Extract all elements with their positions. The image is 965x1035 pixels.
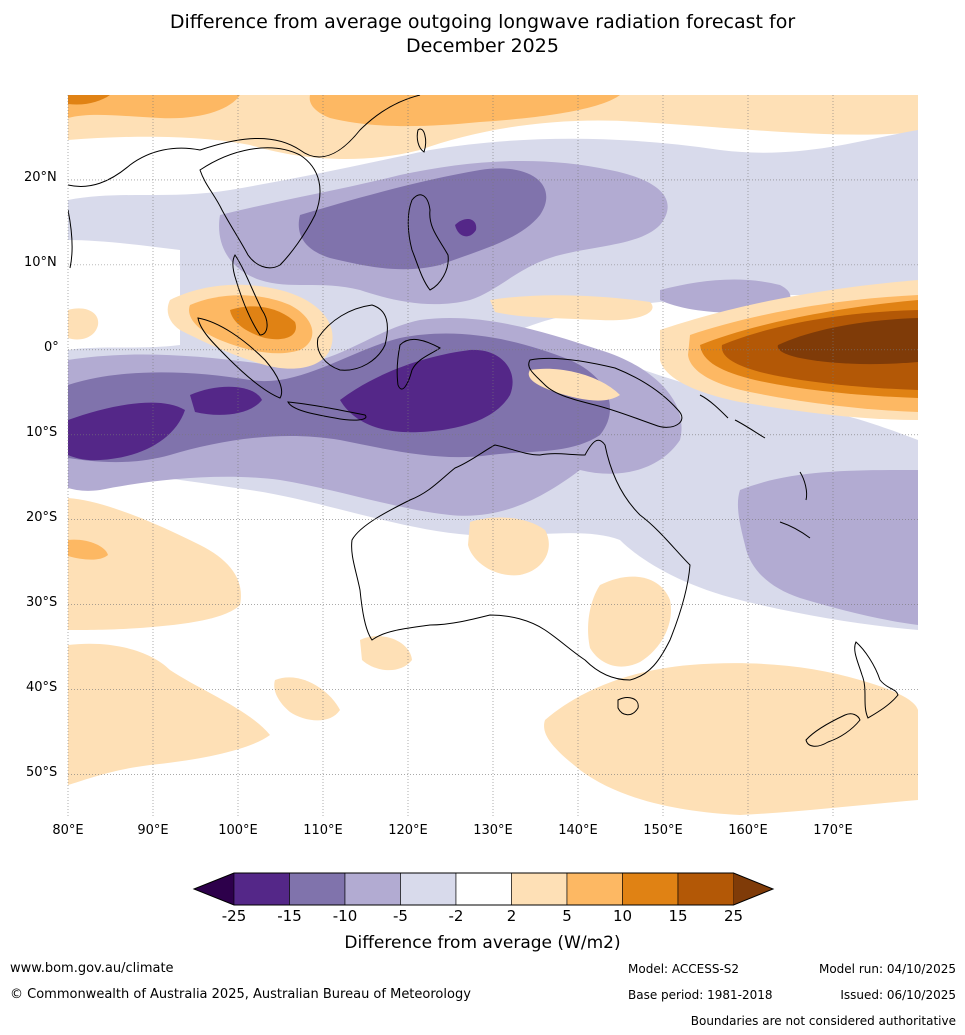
- lon-label-130e: 130°E: [473, 823, 513, 838]
- colorbar-extend-min: [194, 873, 234, 905]
- colorbar-tick: -25: [221, 907, 247, 925]
- lat-label-0: 0°: [44, 340, 59, 355]
- colorbar-tick: -2: [448, 907, 464, 925]
- borneo-coastline: [316, 304, 388, 371]
- colorbar-bin-9: [677, 872, 734, 906]
- chart-title-line2: December 2025: [406, 35, 559, 57]
- anomaly-region-australia-positive: [588, 576, 671, 667]
- anomaly-region-sumatra-positive-strong: [230, 306, 296, 340]
- anomaly-region-small-positive: [490, 295, 653, 321]
- anomaly-region-north-positive-strong: [309, 95, 620, 127]
- lon-label-120e: 120°E: [388, 823, 428, 838]
- sumatra-coastline: [197, 317, 283, 399]
- anomaly-region-pacific-positive-max: [777, 318, 918, 365]
- lat-label-20s: 20°S: [26, 510, 58, 525]
- vanuatu-coastline: [799, 471, 808, 501]
- anomaly-region-small-positive: [528, 368, 620, 401]
- colorbar-tick: -10: [332, 907, 358, 925]
- colorbar-title: Difference from average (W/m2): [344, 933, 621, 953]
- new-caledonia-coastline: [779, 521, 811, 539]
- colorbar-bin-5: [455, 872, 512, 906]
- model-run-date: Model run: 04/10/2025: [818, 962, 956, 976]
- anomaly-region-small-positive: [68, 308, 99, 340]
- new-zealand-north-coastline: [854, 641, 899, 719]
- colorbar-tick: 5: [562, 907, 572, 925]
- base-period: Base period: 1981-2018: [628, 988, 773, 1002]
- anomaly-region-very-strong-negative: [68, 402, 185, 461]
- website-link[interactable]: www.bom.gov.au/climate: [10, 961, 174, 976]
- copyright-text: © Commonwealth of Australia 2025, Austra…: [10, 987, 471, 1002]
- philippines-coastline: [407, 194, 449, 291]
- anomaly-region-southern-ocean-positive: [544, 663, 918, 815]
- anomaly-region-southern-ocean-positive: [274, 677, 340, 721]
- colorbar-bin-8: [622, 872, 679, 906]
- tasmania-coastline: [617, 697, 639, 716]
- lat-label-10n: 10°N: [24, 255, 57, 270]
- taiwan-coastline: [416, 128, 427, 153]
- new-guinea-coastline: [528, 357, 683, 428]
- colorbar-outline: [192, 872, 775, 906]
- australia-coastline: [351, 439, 691, 681]
- anomaly-region-north-positive-strong: [68, 95, 240, 119]
- colorbar-bin-7: [566, 872, 623, 906]
- indochina-coastline: [199, 147, 321, 269]
- colorbar-tick: 10: [612, 907, 633, 925]
- lon-label-170e: 170°E: [813, 823, 853, 838]
- india-coastline: [68, 209, 73, 269]
- coastlines: [68, 95, 899, 747]
- colorbar-tick: 2: [506, 907, 517, 925]
- anomaly-region-very-strong-negative: [455, 218, 477, 237]
- colorbar-tick: 25: [723, 907, 744, 925]
- lon-label-100e: 100°E: [218, 823, 258, 838]
- issued-date: Issued: 06/10/2025: [840, 988, 956, 1002]
- anomaly-region-moderate-negative-south: [737, 470, 918, 625]
- solomon-islands-coastline: [699, 394, 766, 439]
- anomaly-region-strong-negative: [298, 168, 547, 270]
- chart-title: Difference from average outgoing longwav…: [0, 10, 965, 58]
- colorbar-bin-3: [344, 872, 401, 906]
- lon-label-90e: 90°E: [137, 823, 169, 838]
- colorbar-tick: -5: [393, 907, 408, 925]
- new-zealand-south-coastline: [805, 713, 861, 747]
- colorbar-bin-1: [233, 872, 290, 906]
- colorbar-extend-max: [733, 873, 773, 905]
- lat-label-20n: 20°N: [24, 170, 57, 185]
- colorbar-bin-4: [400, 872, 457, 906]
- anomaly-region-north-positive-strong: [68, 95, 110, 105]
- anomaly-region-australia-positive: [468, 517, 549, 576]
- lon-label-140e: 140°E: [558, 823, 598, 838]
- lon-label-160e: 160°E: [728, 823, 768, 838]
- model-name: Model: ACCESS-S2: [628, 962, 740, 976]
- lon-label-110e: 110°E: [303, 823, 343, 838]
- asia-mainland-coastline: [68, 95, 421, 187]
- colorbar-tick: 15: [668, 907, 688, 925]
- gridlines: [67, 95, 918, 817]
- anomaly-region-very-strong-negative: [340, 349, 513, 433]
- anomaly-region-very-strong-negative: [190, 386, 262, 415]
- anomaly-region-southern-ocean-positive: [68, 643, 270, 785]
- lat-label-10s: 10°S: [26, 425, 58, 440]
- anomaly-region-south-positive: [360, 636, 412, 671]
- lat-label-50s: 50°S: [26, 765, 58, 780]
- java-coastline: [287, 401, 367, 421]
- colorbar: [192, 872, 775, 906]
- lat-label-40s: 40°S: [26, 680, 58, 695]
- sulawesi-coastline: [396, 338, 441, 390]
- colorbar-bin-6: [511, 872, 568, 906]
- anomaly-region-south-indian-positive: [68, 498, 241, 630]
- anomaly-region-north-positive: [68, 95, 918, 160]
- lat-label-30s: 30°S: [26, 595, 58, 610]
- lon-label-150e: 150°E: [643, 823, 683, 838]
- colorbar-tick: -15: [277, 907, 302, 925]
- lon-label-80e: 80°E: [52, 823, 84, 838]
- malay-peninsula-coastline: [232, 254, 268, 336]
- colorbar-bin-2: [289, 872, 346, 906]
- chart-title-line1: Difference from average outgoing longwav…: [169, 11, 796, 33]
- boundaries-disclaimer: Boundaries are not considered authoritat…: [690, 1014, 956, 1028]
- anomaly-region-south-indian-positive-strong: [68, 539, 108, 560]
